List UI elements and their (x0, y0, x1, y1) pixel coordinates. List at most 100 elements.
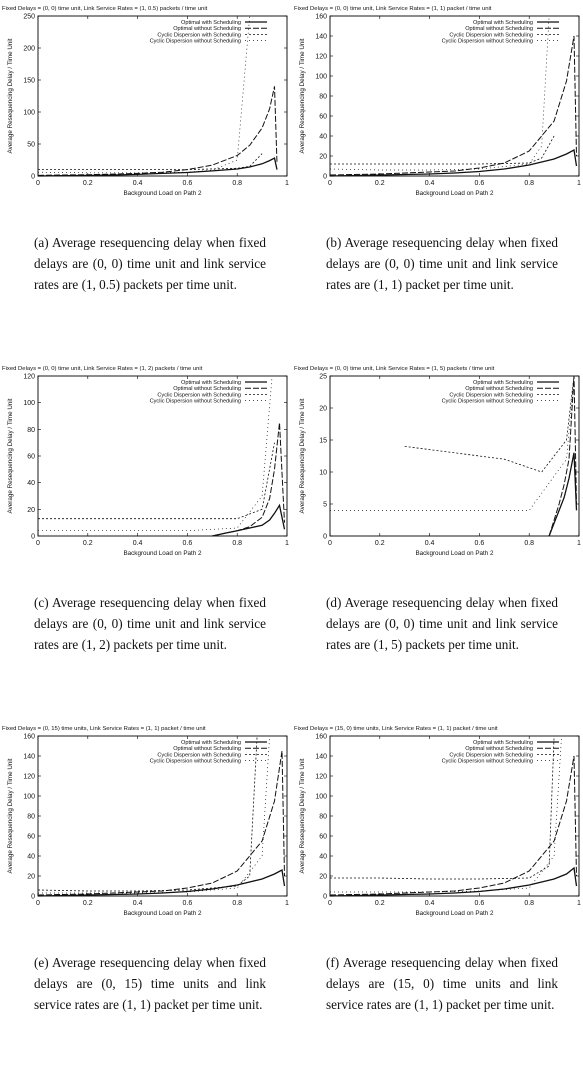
y-tick-label: 20 (319, 874, 327, 881)
chart-panel-a: Fixed Delays = (0, 0) time unit, Link Se… (0, 0, 292, 345)
legend-label: Cyclic Dispersion with Scheduling (449, 392, 533, 398)
legend-label: Optimal without Scheduling (173, 746, 241, 752)
chart-title: Fixed Delays = (0, 0) time unit, Link Se… (294, 366, 495, 372)
y-axis-label: Average Resequencing Delay / Time Unit (7, 398, 14, 513)
x-tick-label: 1 (577, 900, 581, 907)
y-tick-label: 80 (319, 94, 327, 101)
y-tick-label: 40 (319, 854, 327, 861)
legend-label: Optimal with Scheduling (181, 740, 241, 746)
x-tick-label: 0.4 (425, 180, 435, 187)
y-axis-label: Average Resequencing Delay / Time Unit (299, 38, 306, 153)
y-tick-label: 0 (323, 894, 327, 901)
legend-label: Cyclic Dispersion with Scheduling (157, 392, 241, 398)
x-tick-label: 0.2 (375, 540, 385, 547)
y-tick-label: 20 (27, 507, 35, 514)
series-line-3 (404, 375, 575, 473)
series-line-2 (212, 422, 285, 537)
x-tick-label: 0 (36, 540, 40, 547)
series-line-3 (330, 135, 555, 165)
legend-label: Cyclic Dispersion with Scheduling (449, 32, 533, 38)
x-tick-label: 0.4 (133, 540, 143, 547)
y-tick-label: 20 (319, 406, 327, 413)
chart-panel-d: Fixed Delays = (0, 0) time unit, Link Se… (292, 360, 583, 705)
x-tick-label: 1 (285, 540, 289, 547)
y-tick-label: 100 (315, 74, 327, 81)
legend-label: Cyclic Dispersion with Scheduling (157, 752, 241, 758)
chart-panel-b: Fixed Delays = (0, 0) time unit, Link Se… (292, 0, 583, 345)
y-tick-label: 20 (319, 154, 327, 161)
line-chart-a: Fixed Delays = (0, 0) time unit, Link Se… (2, 6, 289, 197)
legend-label: Optimal without Scheduling (465, 386, 533, 392)
legend-label: Optimal without Scheduling (173, 26, 241, 32)
chart-title: Fixed Delays = (0, 0) time unit, Link Se… (294, 6, 492, 12)
y-tick-label: 100 (23, 110, 35, 117)
y-axis-label: Average Resequencing Delay / Time Unit (7, 38, 14, 153)
x-tick-label: 0 (36, 900, 40, 907)
x-tick-label: 0.4 (133, 900, 143, 907)
y-tick-label: 120 (315, 774, 327, 781)
x-tick-label: 0 (328, 540, 332, 547)
y-tick-label: 120 (23, 374, 35, 381)
x-tick-label: 0.6 (183, 540, 193, 547)
y-tick-label: 140 (315, 754, 327, 761)
series-line-1 (548, 452, 578, 537)
x-axis-label: Background Load on Path 2 (415, 550, 494, 557)
x-tick-label: 0.8 (232, 900, 242, 907)
y-tick-label: 10 (319, 470, 327, 477)
legend-label: Optimal without Scheduling (173, 386, 241, 392)
y-tick-label: 100 (23, 794, 35, 801)
y-tick-label: 160 (315, 14, 327, 21)
x-tick-label: 0 (36, 180, 40, 187)
x-tick-label: 0.8 (232, 540, 242, 547)
x-tick-label: 0 (328, 900, 332, 907)
legend-label: Cyclic Dispersion with Scheduling (449, 752, 533, 758)
line-chart-c: Fixed Delays = (0, 0) time unit, Link Se… (2, 366, 289, 557)
legend-label: Cyclic Dispersion with Scheduling (157, 32, 241, 38)
y-tick-label: 80 (319, 814, 327, 821)
chart-title: Fixed Delays = (0, 0) time unit, Link Se… (2, 6, 208, 12)
figure-caption-d: (d) Average resequencing delay when fixe… (326, 595, 558, 652)
y-tick-label: 5 (323, 502, 327, 509)
y-axis-label: Average Resequencing Delay / Time Unit (299, 398, 306, 513)
line-chart-b: Fixed Delays = (0, 0) time unit, Link Se… (294, 6, 581, 197)
y-tick-label: 0 (31, 894, 35, 901)
series-line-3 (37, 735, 258, 892)
x-tick-label: 1 (285, 180, 289, 187)
y-tick-label: 150 (23, 78, 35, 85)
line-chart-f: Fixed Delays = (15, 0) time units, Link … (294, 726, 581, 917)
series-line-1 (37, 157, 278, 177)
x-axis-label: Background Load on Path 2 (415, 910, 494, 917)
y-tick-label: 0 (323, 534, 327, 541)
series-line-2 (329, 755, 577, 896)
y-tick-label: 250 (23, 14, 35, 21)
y-tick-label: 60 (319, 834, 327, 841)
legend-label: Optimal without Scheduling (465, 746, 533, 752)
x-tick-label: 0.6 (475, 900, 485, 907)
chart-title: Fixed Delays = (15, 0) time units, Link … (294, 726, 498, 732)
series-line-2 (37, 86, 278, 176)
y-tick-label: 0 (31, 174, 35, 181)
y-tick-label: 60 (319, 114, 327, 121)
legend-label: Optimal with Scheduling (473, 740, 533, 746)
plot-frame (329, 375, 580, 537)
chart-panel-c: Fixed Delays = (0, 0) time unit, Link Se… (0, 360, 292, 705)
y-tick-label: 60 (27, 454, 35, 461)
plot-frame (37, 15, 288, 177)
series-line-2 (548, 375, 577, 537)
x-axis-label: Background Load on Path 2 (415, 190, 494, 197)
figure-caption-f: (f) Average resequencing delay when fixe… (326, 955, 558, 1012)
y-tick-label: 40 (27, 854, 35, 861)
chart-panel-e: Fixed Delays = (0, 15) time units, Link … (0, 720, 292, 1065)
x-axis-label: Background Load on Path 2 (123, 910, 202, 917)
series-line-1 (329, 148, 578, 177)
series-line-3 (38, 153, 263, 171)
legend-label: Cyclic Dispersion without Scheduling (150, 759, 241, 765)
series-line-2 (37, 750, 285, 896)
figure-caption-a: (a) Average resequencing delay when fixe… (34, 235, 266, 292)
x-tick-label: 0.2 (83, 180, 93, 187)
y-tick-label: 40 (319, 134, 327, 141)
figure-caption-c: (c) Average resequencing delay when fixe… (34, 595, 266, 652)
x-tick-label: 0.6 (475, 180, 485, 187)
y-tick-label: 25 (319, 374, 327, 381)
x-tick-label: 0.4 (133, 180, 143, 187)
